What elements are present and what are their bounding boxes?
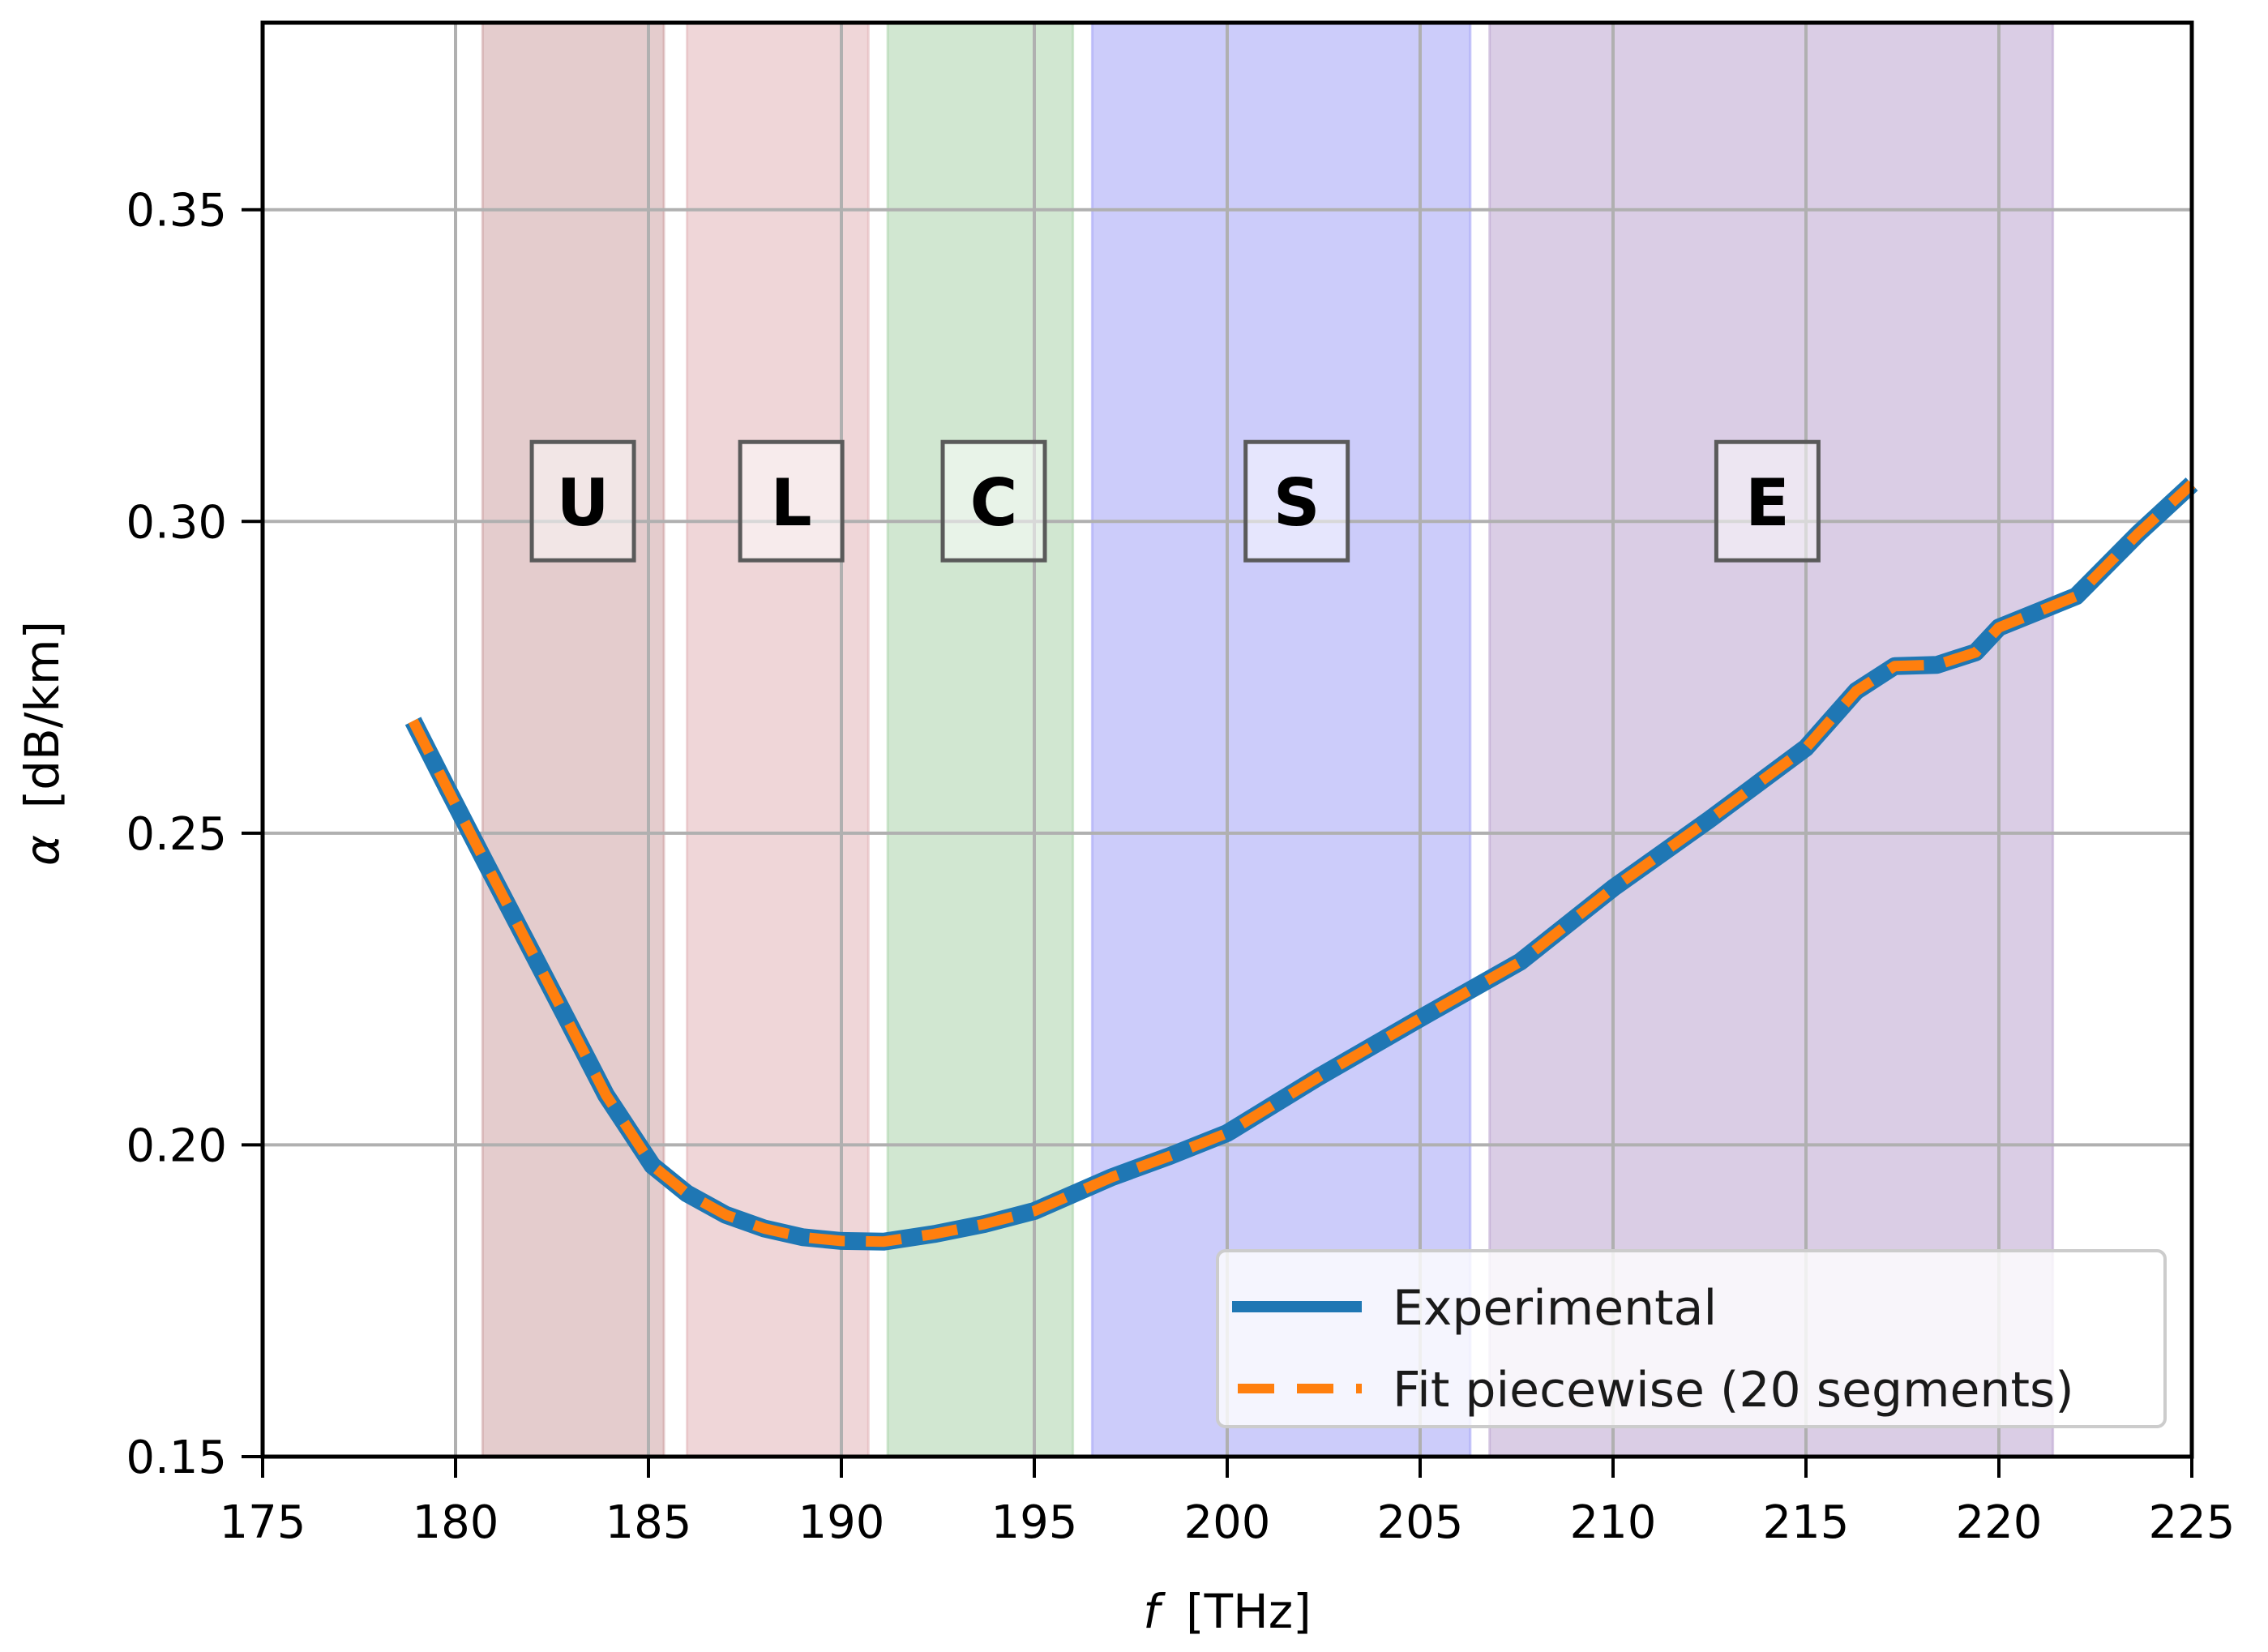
legend-label-experimental: Experimental (1393, 1280, 1717, 1337)
x-axis-label: f [THz] (1143, 1584, 1312, 1639)
band-label-box-u (529, 439, 636, 563)
band-e (1488, 21, 2055, 1458)
data-series (404, 477, 2198, 1251)
y-tick-label: 0.25 (126, 808, 227, 861)
x-tick-label: 205 (1377, 1496, 1464, 1549)
band-label-s: S (1273, 465, 1320, 541)
x-tick-label: 210 (1570, 1496, 1657, 1549)
band-label-box-l (738, 439, 845, 563)
band-u (481, 21, 665, 1458)
x-tick-label: 175 (220, 1496, 306, 1549)
band-label-l: L (771, 465, 812, 541)
axis-ticks: 175 180 185 190 195 200 205 210 215 220 225 0.15 0.2… (126, 185, 2235, 1549)
x-tick-label: 220 (1956, 1496, 2043, 1549)
y-tick-label: 0.15 (126, 1432, 227, 1484)
band-label-box-s (1243, 439, 1350, 563)
x-tick-label: 180 (413, 1496, 499, 1549)
band-label-box-e (1714, 439, 1821, 563)
band-s (1090, 21, 1472, 1458)
fit-line (408, 480, 2196, 1248)
band-label-c: C (970, 465, 1018, 541)
band-label-u: U (557, 465, 610, 541)
x-tick-label: 190 (798, 1496, 885, 1549)
y-tick-label: 0.30 (126, 496, 227, 549)
band-label-e: E (1745, 465, 1790, 541)
legend: Experimental Fit piecewise (20 segments) (1216, 1249, 2167, 1428)
x-axis-symbol: f (1143, 1584, 1166, 1639)
y-axis-unit: [dB/km] (15, 621, 70, 809)
y-axis-symbol: α (15, 835, 70, 866)
legend-box (1216, 1249, 2167, 1428)
x-tick-label: 215 (1763, 1496, 1850, 1549)
x-tick-label: 200 (1184, 1496, 1271, 1549)
legend-label-fit: Fit piecewise (20 segments) (1393, 1362, 2074, 1419)
x-tick-label: 185 (606, 1496, 692, 1549)
x-tick-label: 195 (991, 1496, 1078, 1549)
y-tick-label: 0.35 (126, 185, 227, 238)
band-label-box-c (940, 439, 1047, 563)
y-tick-label: 0.20 (126, 1119, 227, 1172)
x-tick-label: 225 (2149, 1496, 2236, 1549)
y-axis-label: α [dB/km] (15, 621, 70, 866)
x-axis-unit: [THz] (1186, 1584, 1312, 1639)
